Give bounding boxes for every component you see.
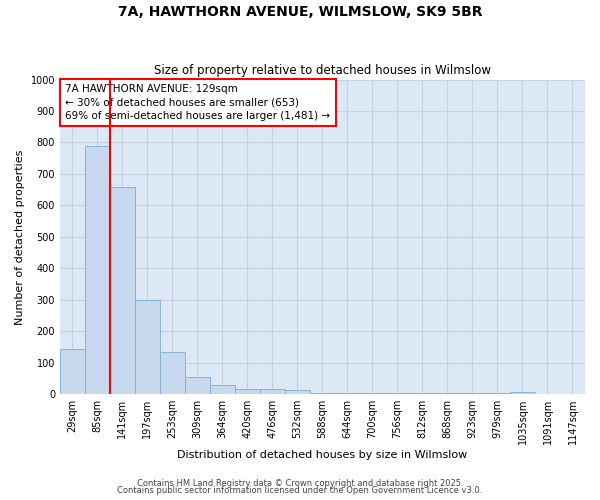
Bar	[335, 392, 360, 394]
Y-axis label: Number of detached properties: Number of detached properties	[15, 149, 25, 324]
Text: 7A HAWTHORN AVENUE: 129sqm
← 30% of detached houses are smaller (653)
69% of sem: 7A HAWTHORN AVENUE: 129sqm ← 30% of deta…	[65, 84, 330, 120]
Text: Contains HM Land Registry data © Crown copyright and database right 2025.: Contains HM Land Registry data © Crown c…	[137, 478, 463, 488]
Bar	[260, 388, 285, 394]
Bar	[285, 390, 310, 394]
Title: Size of property relative to detached houses in Wilmslow: Size of property relative to detached ho…	[154, 64, 491, 77]
Bar	[135, 300, 160, 394]
Bar	[510, 392, 535, 394]
Bar	[385, 392, 410, 394]
Bar	[185, 377, 210, 394]
X-axis label: Distribution of detached houses by size in Wilmslow: Distribution of detached houses by size …	[178, 450, 467, 460]
Text: 7A, HAWTHORN AVENUE, WILMSLOW, SK9 5BR: 7A, HAWTHORN AVENUE, WILMSLOW, SK9 5BR	[118, 5, 482, 19]
Bar	[460, 392, 485, 394]
Bar	[60, 348, 85, 394]
Bar	[410, 392, 435, 394]
Bar	[360, 392, 385, 394]
Bar	[85, 146, 110, 394]
Bar	[160, 352, 185, 394]
Bar	[485, 392, 510, 394]
Bar	[110, 186, 135, 394]
Text: Contains public sector information licensed under the Open Government Licence v3: Contains public sector information licen…	[118, 486, 482, 495]
Bar	[235, 388, 260, 394]
Bar	[310, 392, 335, 394]
Bar	[210, 385, 235, 394]
Bar	[435, 392, 460, 394]
